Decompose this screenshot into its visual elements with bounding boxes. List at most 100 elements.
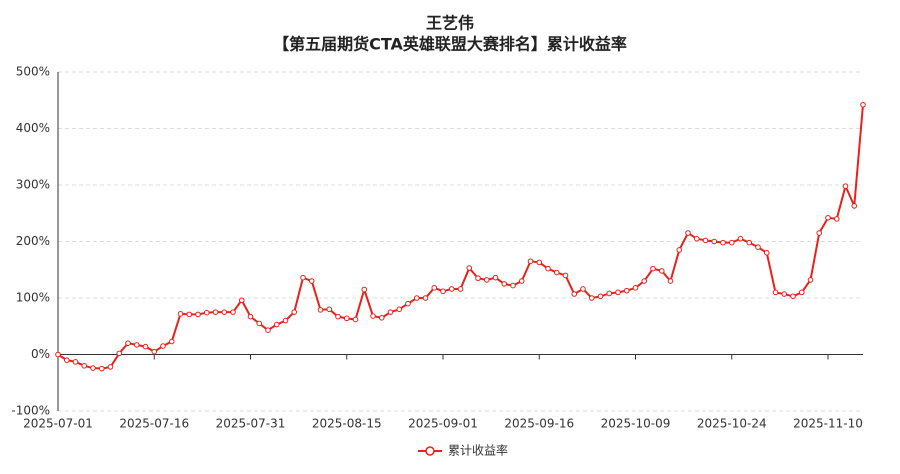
x-tick-label: 2025-09-16 bbox=[504, 417, 574, 431]
point bbox=[308, 278, 315, 284]
point bbox=[422, 295, 429, 301]
point bbox=[186, 311, 193, 318]
point bbox=[361, 286, 368, 293]
point bbox=[851, 203, 858, 209]
x-tick-label: 2025-10-09 bbox=[601, 417, 671, 431]
point bbox=[448, 286, 455, 292]
point bbox=[755, 244, 761, 250]
point bbox=[352, 316, 359, 323]
point bbox=[833, 216, 840, 222]
point bbox=[571, 291, 578, 297]
point bbox=[466, 265, 473, 271]
point bbox=[798, 289, 805, 296]
point bbox=[615, 289, 621, 296]
point bbox=[317, 307, 324, 313]
point bbox=[133, 342, 140, 348]
y-tick-label: 500% bbox=[16, 65, 50, 79]
point bbox=[641, 278, 648, 284]
point bbox=[107, 364, 114, 370]
x-tick-label: 2025-10-24 bbox=[697, 417, 767, 431]
point bbox=[343, 315, 350, 322]
point bbox=[623, 287, 630, 294]
point bbox=[335, 313, 341, 320]
point bbox=[763, 250, 770, 256]
point bbox=[728, 239, 735, 246]
y-tick-label: 100% bbox=[16, 291, 50, 305]
y-tick-label: -100% bbox=[11, 404, 50, 418]
point bbox=[702, 237, 709, 244]
point bbox=[711, 238, 718, 245]
point bbox=[772, 289, 779, 296]
point bbox=[431, 285, 438, 291]
point bbox=[247, 313, 254, 320]
point bbox=[63, 357, 70, 363]
chart-subtitle: 【第五届期货CTA英雄联盟大赛排名】累计收益率 bbox=[273, 35, 627, 54]
point bbox=[230, 309, 236, 315]
point bbox=[536, 259, 543, 266]
point bbox=[807, 277, 814, 283]
x-tick-label: 2025-08-15 bbox=[312, 417, 382, 431]
point bbox=[116, 350, 123, 357]
point bbox=[300, 274, 306, 281]
point bbox=[746, 239, 753, 246]
point bbox=[588, 295, 595, 301]
point bbox=[790, 293, 796, 300]
point bbox=[562, 272, 569, 279]
point bbox=[632, 285, 639, 291]
legend-marker bbox=[425, 446, 435, 456]
point bbox=[816, 230, 823, 236]
point bbox=[387, 309, 394, 315]
point bbox=[98, 365, 105, 372]
point bbox=[676, 247, 683, 253]
point bbox=[413, 295, 420, 301]
point bbox=[142, 343, 149, 350]
point bbox=[553, 269, 560, 276]
point bbox=[685, 230, 691, 236]
point bbox=[195, 311, 201, 318]
point bbox=[580, 286, 586, 292]
point bbox=[518, 278, 525, 284]
point bbox=[221, 309, 228, 315]
point bbox=[160, 343, 166, 349]
x-tick-label: 2025-07-16 bbox=[119, 417, 189, 431]
point bbox=[545, 265, 551, 272]
point bbox=[737, 235, 744, 242]
point bbox=[265, 327, 271, 334]
point bbox=[510, 282, 516, 289]
point bbox=[597, 293, 604, 300]
point bbox=[291, 309, 298, 315]
point bbox=[168, 338, 175, 345]
point bbox=[212, 309, 219, 315]
point bbox=[667, 278, 674, 284]
point bbox=[650, 265, 656, 272]
point bbox=[282, 317, 289, 324]
point bbox=[457, 286, 464, 292]
point bbox=[72, 359, 79, 365]
x-tick-label: 2025-07-31 bbox=[216, 417, 286, 431]
point bbox=[256, 320, 263, 327]
point bbox=[781, 291, 788, 297]
point bbox=[405, 300, 411, 307]
point bbox=[501, 281, 508, 287]
x-tick-label: 2025-07-01 bbox=[23, 417, 93, 431]
point bbox=[440, 288, 446, 295]
point bbox=[860, 101, 866, 108]
point bbox=[326, 306, 333, 313]
point bbox=[492, 274, 499, 281]
point bbox=[720, 239, 726, 246]
point bbox=[825, 214, 831, 221]
point bbox=[658, 268, 665, 274]
point bbox=[396, 306, 403, 313]
point bbox=[475, 275, 481, 282]
y-tick-label: 300% bbox=[16, 178, 50, 192]
x-tick-label: 2025-09-01 bbox=[408, 417, 478, 431]
point bbox=[378, 314, 385, 321]
point bbox=[90, 365, 96, 371]
y-tick-label: 0% bbox=[31, 347, 50, 361]
point bbox=[483, 277, 490, 283]
point bbox=[81, 363, 88, 369]
x-tick-label: 2025-11-10 bbox=[793, 417, 863, 431]
point bbox=[527, 258, 534, 265]
point bbox=[842, 183, 849, 189]
